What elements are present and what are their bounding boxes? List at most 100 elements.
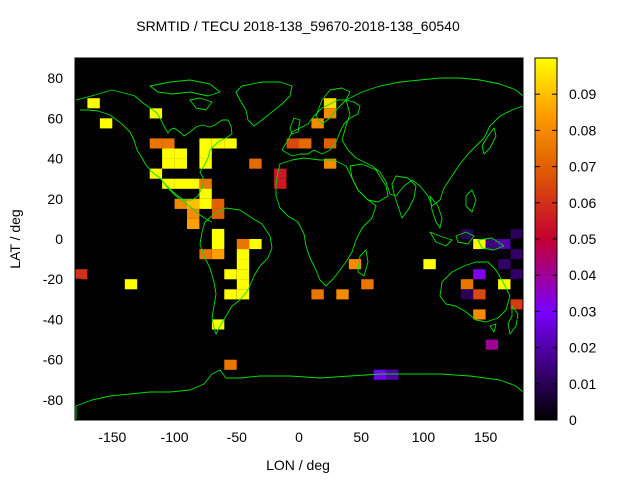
- heatmap-cell: [311, 289, 324, 300]
- colorbar-tick-label: 0.07: [569, 159, 596, 175]
- heatmap-cell: [199, 198, 212, 209]
- y-tick-label: 0: [55, 231, 63, 247]
- heatmap-cell: [149, 168, 163, 179]
- heatmap-cell: [460, 279, 474, 290]
- colorbar-tick-label: 0.01: [569, 376, 596, 392]
- heatmap-cell: [485, 239, 499, 250]
- heatmap-cell: [510, 269, 523, 280]
- heatmap-cell: [323, 158, 337, 169]
- colorbar-tick-label: 0.08: [569, 122, 596, 138]
- colorbar-ticks: 0 0.01 0.02 0.03 0.04 0.05 0.06 0.07 0.08 0.09: [535, 86, 596, 428]
- y-tick-label: -40: [43, 311, 63, 327]
- heatmap-cell: [149, 138, 163, 149]
- x-tick-label: 50: [353, 429, 369, 445]
- heatmap-cell: [211, 319, 225, 330]
- y-tick-label: 80: [47, 70, 63, 86]
- heatmap-cell: [473, 269, 486, 280]
- colorbar-tick-label: 0.04: [569, 267, 596, 283]
- heatmap-cell: [361, 279, 374, 290]
- heatmap-cell: [498, 259, 511, 270]
- heatmap-cell: [498, 239, 511, 250]
- heatmap-cell: [75, 269, 88, 280]
- heatmap-cell: [274, 178, 287, 189]
- heatmap-cell: [336, 289, 349, 300]
- y-tick-label: -60: [43, 352, 63, 368]
- heatmap-cell: [286, 138, 299, 149]
- heatmap-cell: [211, 138, 225, 149]
- heatmap-cell: [99, 118, 113, 129]
- heatmap-cell: [149, 108, 163, 119]
- heatmap-cell: [373, 369, 387, 380]
- heatmap-cell: [199, 138, 212, 149]
- heatmap-cell: [348, 259, 362, 270]
- heatmap-cell: [162, 158, 175, 169]
- heatmap-cell: [236, 239, 250, 250]
- heatmap-cell: [473, 309, 486, 320]
- colorbar-tick-label: 0.02: [569, 340, 596, 356]
- heatmap-cell: [187, 198, 200, 209]
- heatmap-cell: [323, 98, 337, 109]
- x-tick-label: 100: [412, 429, 436, 445]
- heatmap-cell: [187, 208, 200, 219]
- heatmap-cell: [174, 158, 187, 169]
- heatmap-cell: [174, 178, 187, 189]
- x-tick-label: -150: [98, 429, 126, 445]
- heatmap-cell: [311, 118, 324, 129]
- colorbar-tick-label: 0.09: [569, 86, 596, 102]
- heatmap-cell: [174, 198, 187, 209]
- y-tick-label: 20: [47, 191, 63, 207]
- heatmap-cell: [386, 369, 399, 380]
- y-tick-label: -80: [43, 392, 63, 408]
- x-tick-label: 150: [474, 429, 498, 445]
- heatmap-cell: [199, 188, 212, 199]
- heatmap-cell: [473, 239, 486, 250]
- y-tick-label: 40: [47, 151, 63, 167]
- heatmap-cell: [274, 168, 287, 179]
- coastlines: [75, 77, 523, 420]
- heatmap-cell: [236, 269, 250, 280]
- heatmap-cell: [187, 218, 200, 229]
- heatmap-cell: [224, 269, 237, 280]
- heatmap-cell: [236, 249, 250, 260]
- heatmap-cell: [460, 289, 474, 300]
- y-tick-label: 60: [47, 110, 63, 126]
- heatmap-cell: [510, 299, 523, 310]
- plot-area: [75, 58, 523, 420]
- heatmap-cell: [199, 148, 212, 159]
- colorbar-tick-label: 0.05: [569, 231, 596, 247]
- heatmap-cell: [224, 289, 237, 300]
- heatmap-cell: [249, 239, 262, 250]
- colorbar-tick-label: 0.03: [569, 303, 596, 319]
- heatmap-cell: [87, 98, 100, 109]
- heatmap-cell: [236, 279, 250, 290]
- heatmap-cell: [187, 178, 200, 189]
- axes: -150 -100 -50 0 50 100 150 -80 -60 -40 -20 0 20 40 60 8…: [43, 58, 523, 445]
- heatmap-cell: [162, 138, 175, 149]
- heatmap-cell: [249, 158, 262, 169]
- heatmap-cell: [211, 198, 225, 209]
- x-tick-label: -100: [161, 429, 189, 445]
- heatmap-cell: [199, 249, 212, 260]
- y-tick-label: -20: [43, 271, 63, 287]
- colorbar-tick-label: 0.06: [569, 195, 596, 211]
- heatmap-cell: [211, 239, 225, 250]
- x-axis-label: LON / deg: [266, 457, 330, 473]
- heatmap-cell: [236, 289, 250, 300]
- heatmap-cell: [423, 259, 436, 270]
- heatmap-cell: [162, 178, 175, 189]
- heatmap-cell: [211, 208, 225, 219]
- heatmap-cell: [124, 279, 138, 290]
- heatmap-cell: [199, 178, 212, 189]
- heatmap-cell: [224, 138, 237, 149]
- heatmap-cell: [211, 249, 225, 260]
- heatmap-cell: [236, 259, 250, 270]
- heatmap-cell: [323, 138, 337, 149]
- heatmap-cell: [510, 249, 523, 260]
- heatmap-cell: [162, 148, 175, 159]
- heatmap-cell: [473, 289, 486, 300]
- heatmap-cell: [485, 339, 499, 350]
- heatmap-cell: [174, 148, 187, 159]
- heatmap-cell: [460, 228, 474, 239]
- x-tick-label: 0: [295, 429, 303, 445]
